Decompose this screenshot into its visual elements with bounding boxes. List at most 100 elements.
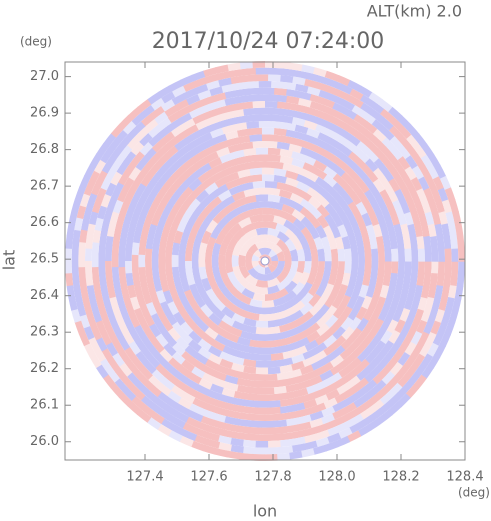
echo-cell	[444, 320, 456, 336]
echo-cell	[388, 391, 403, 406]
echo-cell	[371, 318, 384, 333]
echo-cell	[381, 157, 395, 172]
echo-cell	[324, 324, 338, 339]
echo-cell	[303, 120, 319, 131]
echo-cell	[353, 387, 368, 401]
echo-cell	[357, 424, 373, 437]
echo-cell	[394, 319, 406, 334]
echo-cell	[106, 284, 116, 299]
echo-cell	[114, 377, 128, 393]
echo-cell	[168, 79, 184, 92]
echo-cell	[108, 148, 122, 164]
echo-cell	[251, 413, 265, 422]
echo-cell	[355, 236, 365, 250]
echo-cell	[145, 205, 158, 220]
echo-cell	[261, 127, 275, 135]
echo-cell	[109, 210, 120, 226]
echo-cell	[131, 356, 145, 371]
echo-cell	[101, 290, 111, 305]
echo-cell	[171, 266, 181, 280]
echo-cell	[159, 278, 170, 293]
echo-cell	[291, 151, 306, 162]
echo-cell	[178, 266, 187, 280]
echo-cell	[439, 175, 452, 191]
echo-cell	[122, 176, 135, 192]
echo-cell	[114, 290, 125, 305]
echo-cell	[155, 306, 167, 321]
echo-cell	[321, 97, 336, 109]
echo-cell	[427, 308, 439, 324]
echo-cell	[291, 436, 306, 446]
echo-cell	[427, 223, 437, 238]
echo-cell	[179, 435, 194, 447]
echo-cell	[130, 366, 145, 381]
echo-cell	[326, 129, 341, 142]
echo-cell	[306, 330, 321, 344]
echo-cell	[91, 254, 99, 268]
echo-cell	[176, 289, 188, 304]
echo-cell	[240, 181, 254, 192]
echo-cell	[117, 205, 129, 220]
echo-cell	[147, 162, 162, 177]
echo-cell	[331, 408, 347, 420]
echo-cell	[159, 300, 172, 315]
y-tick-label: 26.3	[30, 325, 59, 340]
echo-cell	[288, 368, 303, 379]
echo-cell	[227, 102, 242, 112]
echo-cell	[221, 203, 236, 216]
echo-cell	[236, 425, 250, 434]
echo-cell	[143, 312, 155, 327]
echo-cell	[249, 214, 263, 224]
echo-cell	[193, 434, 209, 446]
echo-cell	[100, 193, 112, 208]
echo-cell	[138, 188, 151, 204]
echo-cell	[236, 336, 251, 347]
echo-cell	[327, 372, 343, 385]
echo-cell	[283, 81, 297, 91]
echo-cell	[339, 346, 354, 361]
echo-cell	[241, 287, 255, 300]
echo-cell	[323, 166, 338, 179]
echo-cell	[429, 236, 438, 250]
echo-cell	[339, 294, 351, 309]
echo-cell	[402, 235, 412, 250]
echo-cell	[251, 453, 265, 461]
echo-cell	[267, 107, 282, 116]
echo-cell	[246, 81, 260, 89]
echo-cell	[232, 265, 243, 279]
echo-cell	[313, 159, 328, 172]
echo-cell	[419, 164, 432, 180]
echo-cell	[408, 187, 421, 203]
echo-cell	[198, 241, 208, 256]
echo-cell	[119, 144, 133, 160]
echo-cell	[384, 248, 392, 262]
echo-cell	[378, 99, 394, 113]
echo-cell	[189, 99, 204, 112]
echo-cell	[139, 141, 154, 156]
echo-cell	[164, 371, 179, 385]
echo-cell	[372, 189, 385, 205]
echo-cell	[349, 96, 365, 109]
echo-cell	[443, 273, 452, 287]
echo-cell	[413, 199, 425, 214]
echo-cell	[242, 114, 257, 123]
echo-cell	[418, 176, 430, 192]
echo-cell	[294, 124, 309, 135]
echo-cell	[261, 87, 276, 95]
echo-cell	[372, 329, 386, 344]
echo-cell	[200, 415, 215, 427]
echo-cell	[388, 352, 403, 367]
echo-cell	[182, 422, 197, 434]
echo-cell	[224, 96, 239, 106]
echo-cell	[110, 335, 123, 351]
echo-cell	[230, 109, 245, 119]
echo-cell	[237, 168, 251, 179]
echo-cell	[200, 204, 214, 218]
echo-cell	[184, 385, 199, 398]
echo-cell	[344, 224, 356, 239]
echo-cell	[219, 358, 234, 370]
echo-cell	[309, 410, 324, 422]
echo-cell	[99, 228, 108, 243]
echo-cell	[325, 389, 340, 401]
echo-cell	[315, 224, 327, 239]
